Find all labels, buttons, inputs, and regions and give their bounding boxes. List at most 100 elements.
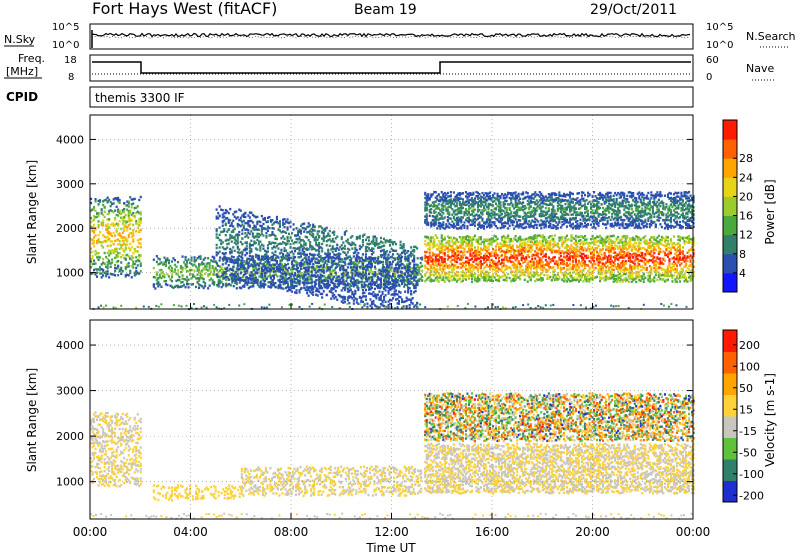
- data-cell: [280, 265, 283, 268]
- data-cell: [376, 246, 379, 249]
- data-cell: [318, 236, 321, 239]
- data-cell: [328, 238, 331, 241]
- data-cell: [585, 256, 588, 260]
- data-cell: [324, 229, 327, 232]
- data-cell: [476, 273, 479, 277]
- data-cell: [579, 262, 582, 265]
- data-cell: [336, 279, 339, 283]
- data-cell: [576, 276, 579, 279]
- data-cell: [577, 272, 580, 275]
- data-cell: [300, 224, 303, 227]
- data-cell: [543, 264, 546, 267]
- data-cell: [431, 251, 434, 255]
- data-cell: [416, 247, 419, 250]
- data-cell: [221, 263, 224, 266]
- data-cell: [114, 274, 117, 277]
- data-cell: [274, 281, 277, 285]
- data-cell: [582, 252, 585, 256]
- data-cell: [129, 209, 132, 212]
- data-cell: [118, 201, 121, 204]
- data-cell: [219, 269, 222, 272]
- data-cell: [537, 242, 540, 245]
- data-cell: [396, 257, 399, 260]
- data-cell: [278, 252, 281, 255]
- data-cell: [389, 281, 392, 284]
- data-cell: [158, 283, 161, 286]
- data-cell: [167, 261, 170, 265]
- data-cell: [602, 240, 605, 243]
- data-cell: [439, 276, 442, 279]
- data-cell: [405, 258, 408, 261]
- data-cell: [419, 277, 422, 280]
- data-cell: [464, 237, 467, 241]
- data-cell: [405, 305, 408, 308]
- data-cell: [504, 268, 507, 271]
- data-cell: [108, 230, 111, 234]
- data-cell: [280, 266, 283, 270]
- data-cell: [225, 278, 228, 282]
- data-cell: [303, 250, 306, 254]
- data-cell: [384, 294, 387, 297]
- data-cell: [132, 240, 135, 243]
- data-cell: [396, 252, 399, 256]
- data-cell: [504, 243, 507, 246]
- data-cell: [297, 230, 300, 233]
- data-cell: [333, 268, 336, 271]
- data-cell: [573, 276, 576, 279]
- data-cell: [91, 242, 94, 245]
- data-cell: [224, 208, 227, 212]
- data-cell: [507, 234, 510, 237]
- data-cell: [476, 277, 479, 280]
- data-cell: [460, 262, 463, 266]
- data-cell: [139, 254, 142, 257]
- data-cell: [408, 262, 411, 265]
- data-cell: [600, 270, 603, 273]
- data-cell: [232, 284, 235, 288]
- data-cell: [277, 247, 280, 250]
- data-cell: [561, 250, 564, 254]
- data-cell: [97, 225, 100, 229]
- data-cell: [272, 275, 275, 278]
- data-cell: [517, 236, 520, 240]
- data-cell: [201, 285, 204, 288]
- data-cell: [618, 266, 621, 269]
- data-cell: [454, 259, 457, 263]
- data-cell: [275, 221, 278, 224]
- data-cell: [596, 250, 599, 253]
- data-cell: [428, 268, 431, 271]
- data-cell: [401, 251, 404, 255]
- data-cell: [360, 278, 363, 281]
- data-cell: [526, 269, 529, 273]
- data-cell: [555, 249, 558, 253]
- data-cell: [546, 277, 549, 280]
- data-cell: [259, 281, 262, 284]
- data-cell: [552, 239, 555, 242]
- data-cell: [537, 255, 540, 258]
- data-cell: [523, 238, 526, 241]
- data-cell: [364, 253, 367, 256]
- data-cell: [300, 274, 303, 278]
- data-cell: [349, 259, 352, 262]
- data-cell: [247, 266, 250, 270]
- data-cell: [307, 225, 310, 228]
- data-cell: [585, 272, 588, 275]
- data-cell: [387, 292, 390, 295]
- data-cell: [627, 256, 630, 260]
- data-cell: [105, 255, 108, 259]
- data-cell: [232, 213, 235, 216]
- data-cell: [408, 307, 411, 310]
- data-cell: [427, 243, 430, 246]
- data-cell: [316, 249, 319, 252]
- data-cell: [499, 268, 502, 271]
- data-cell: [357, 274, 360, 277]
- data-cell: [227, 242, 230, 245]
- data-cell: [528, 260, 531, 263]
- data-cell: [291, 250, 294, 253]
- data-cell: [466, 250, 469, 254]
- data-cell: [260, 266, 263, 269]
- data-cell: [230, 224, 233, 227]
- data-cell: [198, 263, 201, 266]
- data-cell: [605, 245, 608, 248]
- data-cell: [383, 253, 386, 256]
- data-cell: [510, 256, 513, 259]
